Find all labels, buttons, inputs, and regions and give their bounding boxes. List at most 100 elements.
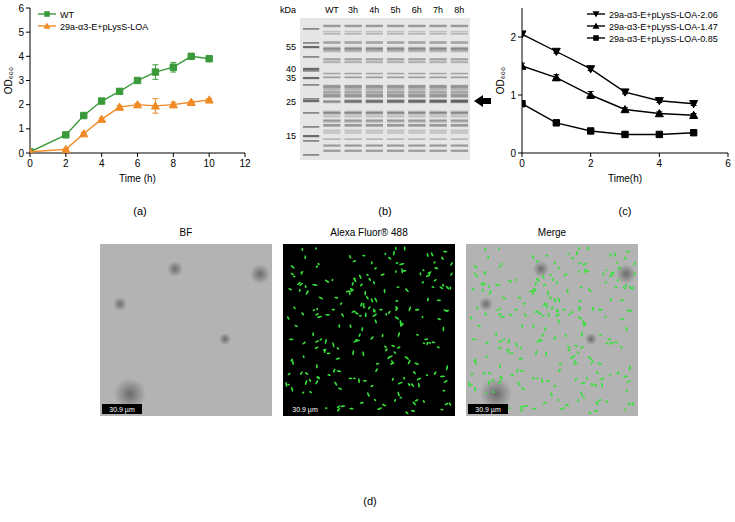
- cell: [510, 374, 514, 377]
- cell: [314, 346, 319, 350]
- cell: [365, 313, 367, 318]
- lane-band: [323, 111, 340, 114]
- legend-label: 29a-α3-E+pLysS-LOA: [60, 22, 148, 32]
- cell: [371, 261, 373, 264]
- cell: [626, 250, 631, 252]
- cell: [351, 281, 354, 286]
- lane-band: [366, 95, 383, 98]
- lane-band: [366, 111, 383, 114]
- cell: [384, 252, 387, 255]
- lane-band: [451, 25, 468, 27]
- lane-band: [323, 25, 340, 27]
- cell: [418, 382, 421, 388]
- cell: [508, 314, 513, 316]
- cell: [370, 384, 374, 387]
- lane-band: [408, 77, 425, 79]
- cell: [326, 352, 330, 354]
- cell: [422, 316, 424, 319]
- cell: [536, 277, 541, 282]
- cell: [445, 285, 450, 290]
- cell: [317, 315, 323, 318]
- lane-band: [366, 47, 383, 49]
- cell: [318, 296, 323, 300]
- cell: [363, 380, 367, 382]
- error-cap: [152, 79, 158, 80]
- cell: [487, 255, 489, 259]
- cell: [353, 377, 356, 379]
- cell: [533, 287, 536, 292]
- cell: [609, 341, 611, 345]
- debris: [250, 264, 270, 284]
- error-cap: [170, 72, 176, 73]
- cell: [590, 383, 594, 387]
- error-bar: [152, 65, 158, 80]
- y-axis: [522, 8, 523, 153]
- cell: [617, 267, 621, 270]
- cell: [543, 283, 547, 287]
- cell: [373, 309, 376, 313]
- cell: [557, 319, 560, 324]
- cell: [377, 407, 383, 411]
- x-tick: [659, 153, 660, 157]
- target-band: [387, 100, 404, 103]
- legend-marker: [593, 23, 600, 29]
- x-tick: [173, 153, 174, 157]
- cell: [517, 381, 521, 386]
- cell: [523, 405, 528, 408]
- legend-label: WT: [60, 10, 74, 20]
- point: [205, 96, 213, 103]
- y-tick-label: 1: [18, 123, 24, 134]
- cell: [395, 247, 397, 251]
- point: [690, 101, 698, 108]
- cell: [289, 338, 294, 340]
- point: [116, 103, 124, 110]
- cell: [551, 277, 555, 281]
- micrograph-panel: BF30.9 µmAlexa Fluor® 48830.9 µmMerge30.…: [100, 227, 638, 507]
- lane-band: [366, 59, 383, 61]
- marker-label: 25: [286, 97, 296, 107]
- cell: [598, 309, 603, 311]
- cell: [476, 306, 479, 310]
- cell: [484, 248, 486, 252]
- cell: [349, 292, 351, 296]
- cell: [506, 350, 509, 353]
- lane-band: [323, 138, 340, 140]
- series-line: [522, 34, 694, 104]
- lane-band: [430, 150, 447, 152]
- x-tick-label: 12: [239, 158, 251, 169]
- lane-band: [408, 31, 425, 33]
- cell: [424, 338, 428, 340]
- lane-band: [387, 77, 404, 79]
- lane-band: [366, 25, 383, 27]
- y-tick-label: 2: [510, 32, 516, 43]
- lane-band: [408, 61, 425, 63]
- cell: [374, 267, 377, 270]
- cell: [365, 295, 369, 299]
- scale-bar-label: 30.9 µm: [109, 406, 135, 414]
- cell: [437, 318, 441, 321]
- cell: [370, 336, 374, 341]
- cell: [395, 270, 397, 273]
- scale-bar: [285, 404, 325, 414]
- cell: [423, 342, 426, 344]
- cell: [532, 292, 534, 296]
- cell: [346, 290, 351, 293]
- debris: [219, 333, 231, 345]
- y-tick-label: 0: [510, 148, 516, 159]
- cell: [299, 282, 304, 286]
- y-tick: [26, 128, 30, 129]
- point: [187, 98, 195, 105]
- cell: [394, 399, 397, 402]
- lane-band: [345, 100, 362, 103]
- y-tick-label: 0: [18, 148, 24, 159]
- lane-band: [366, 124, 383, 127]
- lane-band: [366, 130, 383, 132]
- point: [98, 115, 106, 122]
- x-axis-label: Time (h): [119, 173, 156, 184]
- cell: [338, 324, 340, 328]
- cell: [373, 281, 376, 285]
- cell: [492, 391, 496, 394]
- cell: [498, 340, 503, 343]
- point: [80, 130, 88, 137]
- cell: [422, 400, 425, 404]
